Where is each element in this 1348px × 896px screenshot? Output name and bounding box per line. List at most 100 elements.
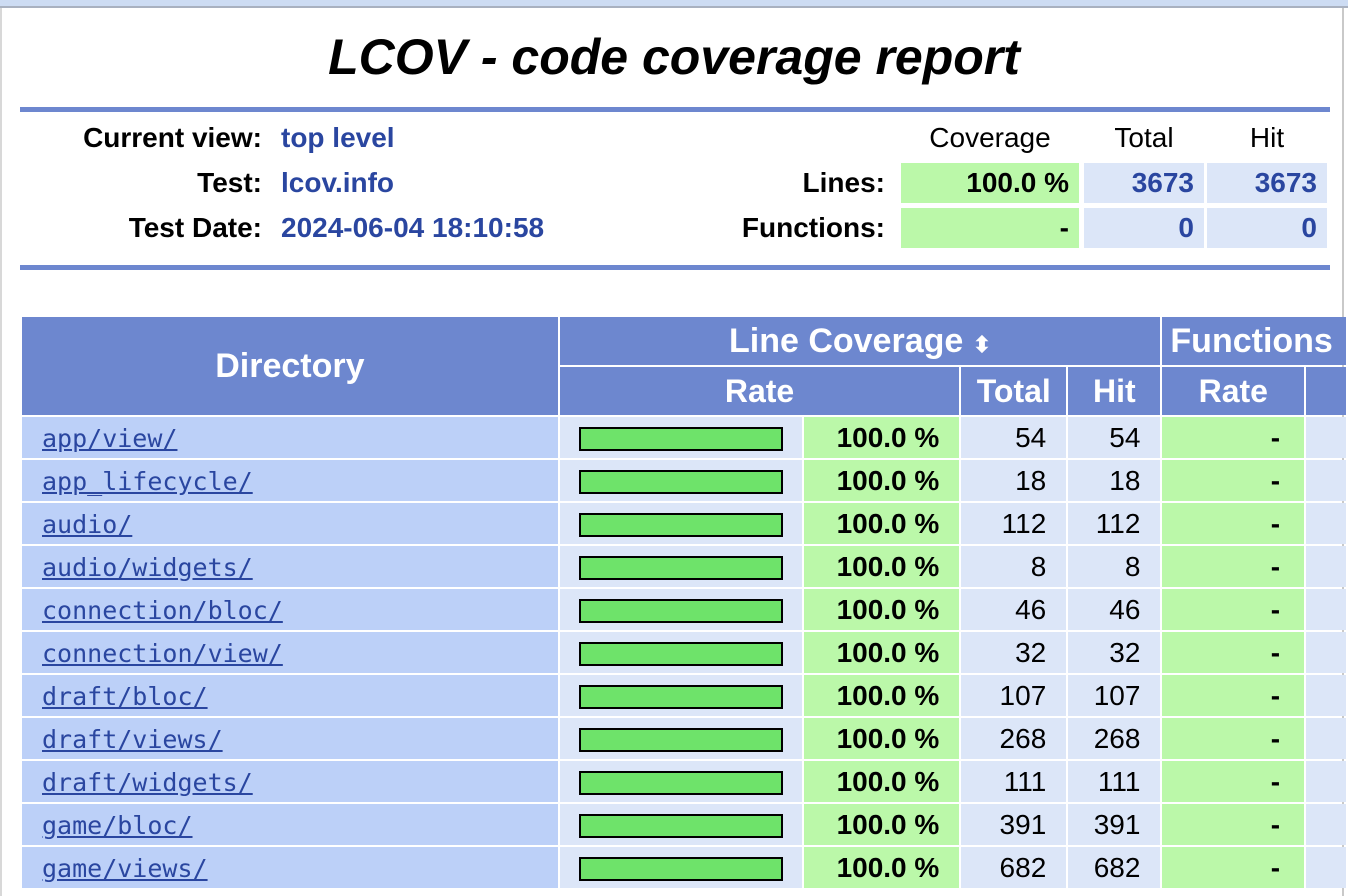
summary-total-header: Total [1114,122,1174,153]
function-extra-cell [1306,761,1346,802]
coverage-bar-cell [559,847,803,888]
line-hit: 682 [1068,847,1161,888]
directory-link[interactable]: draft/views/ [42,724,223,754]
directory-cell: draft/views/ [22,718,558,759]
directory-cell: audio/widgets/ [22,546,558,587]
line-total: 107 [961,675,1067,716]
coverage-bar [579,857,784,882]
table-row: connection/bloc/ 100.0 % 46 46 - [22,589,1346,630]
line-hit: 111 [1068,761,1161,802]
line-hit: 54 [1068,417,1161,458]
functions-total: 0 [1084,208,1204,248]
line-rate: 100.0 % [804,546,960,587]
lines-total: 3673 [1084,163,1204,203]
line-rate: 100.0 % [804,847,960,888]
coverage-bar-fill [581,816,782,837]
lines-coverage: 100.0 % [901,163,1079,203]
coverage-bar [579,513,784,538]
coverage-bar-cell [559,761,803,802]
function-rate-header: Rate [1162,367,1305,415]
directory-cell: app/view/ [22,417,558,458]
line-total: 112 [961,503,1067,544]
coverage-bar [579,642,784,667]
coverage-bar-cell [559,460,803,501]
line-hit: 8 [1068,546,1161,587]
coverage-bar-fill [581,773,782,794]
test-date-value: 2024-06-04 18:10:58 [281,212,545,243]
directory-cell: draft/bloc/ [22,675,558,716]
line-hit: 46 [1068,589,1161,630]
table-row: game/bloc/ 100.0 % 391 391 - [22,804,1346,845]
function-extra-cell [1306,417,1346,458]
table-row: audio/ 100.0 % 112 112 - [22,503,1346,544]
directory-link[interactable]: app/view/ [42,423,178,453]
test-date-label: Test Date: [128,212,262,243]
directory-link[interactable]: app_lifecycle/ [42,466,253,496]
coverage-bar [579,599,784,624]
coverage-bar [579,556,784,581]
bottom-rule [20,265,1330,270]
function-rate: - [1162,589,1305,630]
coverage-bar-cell [559,675,803,716]
function-extra-cell [1306,589,1346,630]
directory-link[interactable]: connection/view/ [42,638,283,668]
directory-cell: connection/view/ [22,632,558,673]
directory-header: Directory [22,317,558,415]
line-rate: 100.0 % [804,675,960,716]
function-rate: - [1162,632,1305,673]
coverage-bar-cell [559,804,803,845]
coverage-bar-fill [581,601,782,622]
line-rate: 100.0 % [804,761,960,802]
table-row: app/view/ 100.0 % 54 54 - [22,417,1346,458]
directory-link[interactable]: audio/ [42,509,133,539]
table-row: draft/bloc/ 100.0 % 107 107 - [22,675,1346,716]
function-extra-cell [1306,718,1346,759]
line-coverage-header[interactable]: Line Coverage ⬍ [559,317,1161,365]
current-view-link[interactable]: top level [281,122,395,153]
directory-link[interactable]: draft/bloc/ [42,681,208,711]
function-rate: - [1162,761,1305,802]
line-rate: 100.0 % [804,632,960,673]
function-extra-header [1306,367,1346,415]
directory-cell: draft/widgets/ [22,761,558,802]
function-extra-cell [1306,675,1346,716]
coverage-bar [579,470,784,495]
functions-header: Functions [1162,317,1346,365]
line-total: 54 [961,417,1067,458]
table-row: connection/view/ 100.0 % 32 32 - [22,632,1346,673]
line-total: 268 [961,718,1067,759]
top-rule [20,107,1330,112]
sort-up-down-icon[interactable]: ⬍ [972,331,992,357]
function-rate: - [1162,718,1305,759]
line-total: 8 [961,546,1067,587]
line-rate: 100.0 % [804,718,960,759]
line-hit: 112 [1068,503,1161,544]
directory-link[interactable]: game/bloc/ [42,810,193,840]
function-rate: - [1162,503,1305,544]
total-header: Total [961,367,1067,415]
functions-label: Functions: [741,212,885,243]
directory-link[interactable]: connection/bloc/ [42,595,283,625]
line-total: 111 [961,761,1067,802]
directory-link[interactable]: audio/widgets/ [42,552,253,582]
coverage-bar [579,771,784,796]
table-row: draft/views/ 100.0 % 268 268 - [22,718,1346,759]
directory-link[interactable]: game/views/ [42,853,208,883]
functions-coverage: - [901,208,1079,248]
coverage-bar [579,728,784,753]
coverage-bar-cell [559,718,803,759]
line-hit: 391 [1068,804,1161,845]
coverage-bar-cell [559,503,803,544]
lines-label: Lines: [802,167,885,198]
rate-header: Rate [559,367,960,415]
directory-link[interactable]: draft/widgets/ [42,767,253,797]
line-hit: 18 [1068,460,1161,501]
line-rate: 100.0 % [804,804,960,845]
lines-hit: 3673 [1207,163,1327,203]
coverage-bar [579,427,784,452]
table-row: game/views/ 100.0 % 682 682 - [22,847,1346,888]
coverage-bar-cell [559,589,803,630]
coverage-bar-fill [581,687,782,708]
line-rate: 100.0 % [804,460,960,501]
line-rate: 100.0 % [804,417,960,458]
